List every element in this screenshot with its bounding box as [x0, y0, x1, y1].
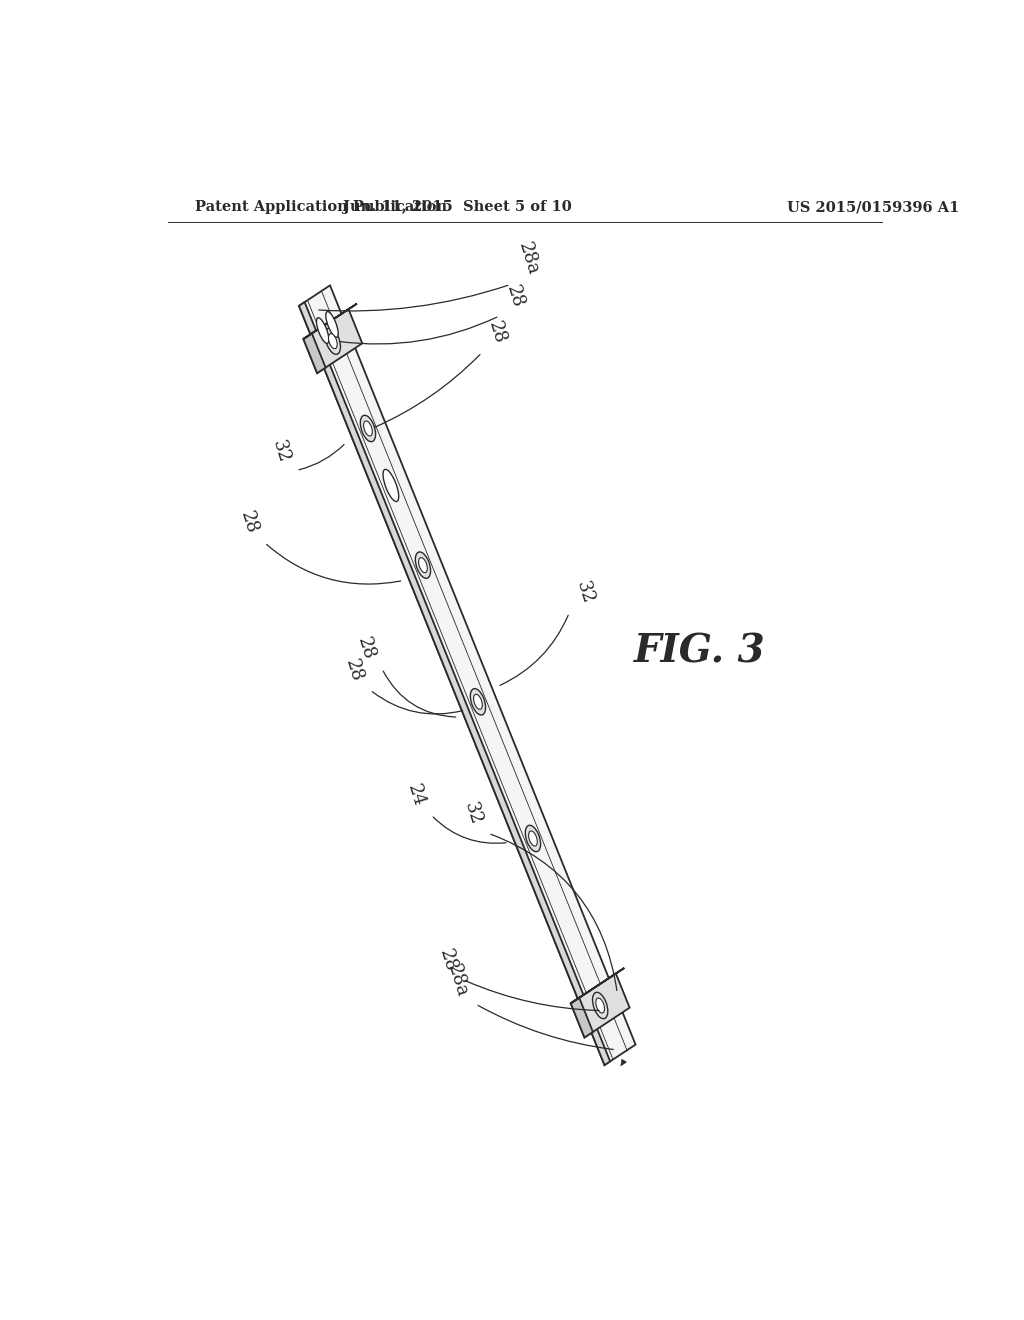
Polygon shape: [303, 309, 362, 374]
Ellipse shape: [419, 557, 427, 573]
Polygon shape: [621, 1060, 627, 1065]
Text: 28: 28: [237, 510, 260, 536]
Text: 32: 32: [572, 578, 596, 606]
Ellipse shape: [474, 694, 482, 709]
Ellipse shape: [326, 312, 338, 338]
Text: Patent Application Publication: Patent Application Publication: [196, 201, 447, 214]
Ellipse shape: [593, 993, 608, 1019]
Polygon shape: [303, 334, 326, 374]
Polygon shape: [570, 974, 630, 1038]
Text: 28: 28: [436, 946, 460, 974]
Ellipse shape: [316, 318, 329, 343]
Ellipse shape: [416, 552, 430, 578]
Ellipse shape: [470, 689, 485, 715]
Text: Jun. 11, 2015  Sheet 5 of 10: Jun. 11, 2015 Sheet 5 of 10: [343, 201, 571, 214]
Text: 28: 28: [354, 635, 378, 663]
Ellipse shape: [329, 334, 337, 348]
Text: 28a: 28a: [515, 240, 543, 277]
Ellipse shape: [525, 825, 541, 851]
Text: 32: 32: [269, 438, 293, 466]
Ellipse shape: [326, 327, 340, 354]
Text: FIG. 3: FIG. 3: [634, 632, 765, 671]
Ellipse shape: [528, 830, 538, 846]
Ellipse shape: [364, 421, 373, 436]
Ellipse shape: [360, 416, 376, 442]
Text: 32: 32: [461, 800, 485, 828]
Text: 28: 28: [342, 657, 367, 684]
Polygon shape: [299, 302, 610, 1065]
Polygon shape: [570, 998, 593, 1038]
Text: 28: 28: [503, 282, 526, 310]
Text: 24: 24: [404, 781, 428, 809]
Ellipse shape: [596, 998, 604, 1012]
Text: 28a: 28a: [443, 961, 471, 999]
Polygon shape: [570, 968, 625, 1003]
Polygon shape: [303, 304, 357, 339]
Text: US 2015/0159396 A1: US 2015/0159396 A1: [786, 201, 959, 214]
Ellipse shape: [383, 470, 398, 502]
Polygon shape: [299, 285, 636, 1065]
Text: 28: 28: [485, 319, 509, 346]
